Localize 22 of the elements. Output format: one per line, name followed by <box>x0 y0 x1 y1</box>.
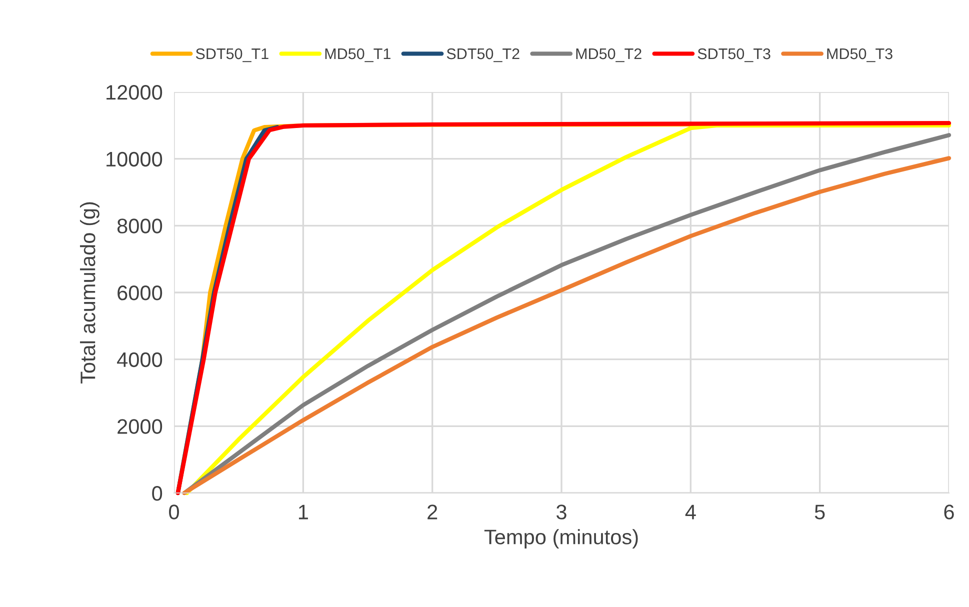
y-tick-label: 10000 <box>106 152 162 167</box>
x-tick-label: 3 <box>556 504 566 520</box>
y-tick-label: 4000 <box>117 352 162 368</box>
legend-label: SDT50_T1 <box>196 48 268 62</box>
x-tick-label: 6 <box>944 504 954 520</box>
x-tick-label: 0 <box>169 504 179 520</box>
x-axis-title: Tempo (minutos) <box>484 529 638 549</box>
legend-label: SDT50_T3 <box>698 48 770 62</box>
x-tick-label: 2 <box>428 504 438 520</box>
y-axis-title: Total acumulado (g) <box>80 202 100 384</box>
legend-label: MD50_T1 <box>325 48 390 62</box>
y-tick-label: 8000 <box>117 218 162 234</box>
y-tick-label: 2000 <box>118 419 162 434</box>
legend-label: MD50_T2 <box>576 48 642 62</box>
x-tick-label: 5 <box>814 504 825 520</box>
y-tick-label: 0 <box>152 486 162 501</box>
y-tick-label: 6000 <box>118 286 162 300</box>
x-tick-label: 1 <box>298 504 308 520</box>
legend-label: SDT50_T2 <box>446 48 520 62</box>
legend-label: MD50_T3 <box>827 48 892 62</box>
y-tick-label: 12000 <box>106 85 162 100</box>
x-tick-label: 4 <box>685 504 696 520</box>
